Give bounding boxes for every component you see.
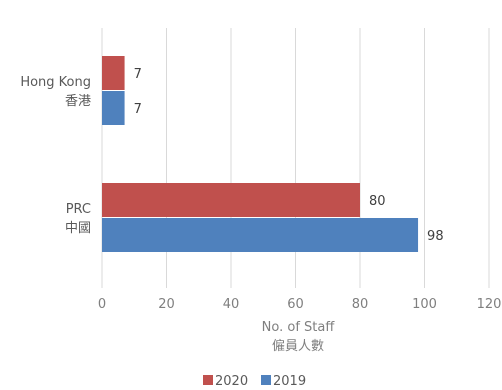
data-labels: 7 7 80 98 (134, 67, 444, 244)
category-label: Hong Kong (20, 75, 91, 90)
x-tick-label: 40 (223, 297, 240, 312)
x-tick-label: 120 (477, 297, 502, 312)
category-label: 中國 (65, 221, 91, 236)
data-label: 80 (369, 194, 386, 209)
legend: 2020 2019 (203, 374, 306, 389)
bars (102, 56, 419, 252)
x-axis-title-line2: 僱員人數 (272, 338, 324, 354)
data-label: 98 (427, 229, 444, 244)
data-label: 7 (134, 67, 142, 82)
category-labels: Hong Kong 香港 PRC 中國 (20, 75, 91, 236)
x-tick-label: 100 (412, 297, 437, 312)
category-label: PRC (66, 202, 91, 217)
category-label: 香港 (65, 94, 91, 109)
x-tick-label: 20 (158, 297, 175, 312)
legend-label: 2019 (273, 374, 306, 389)
bar-2019-0 (102, 91, 125, 125)
data-label: 7 (134, 102, 142, 117)
legend-swatch-2020 (203, 375, 213, 385)
gridlines (101, 28, 490, 288)
legend-swatch-2019 (261, 375, 271, 385)
x-tick-label: 60 (287, 297, 304, 312)
x-tick-labels: 0 20 40 60 80 100 120 (98, 297, 502, 312)
bar-2020-1 (102, 183, 360, 217)
x-axis-title-line1: No. of Staff (262, 320, 336, 335)
x-tick-label: 80 (352, 297, 369, 312)
bar-2019-1 (102, 218, 419, 252)
x-tick-label: 0 (98, 297, 106, 312)
legend-label: 2020 (215, 374, 248, 389)
bar-2020-0 (102, 56, 125, 90)
